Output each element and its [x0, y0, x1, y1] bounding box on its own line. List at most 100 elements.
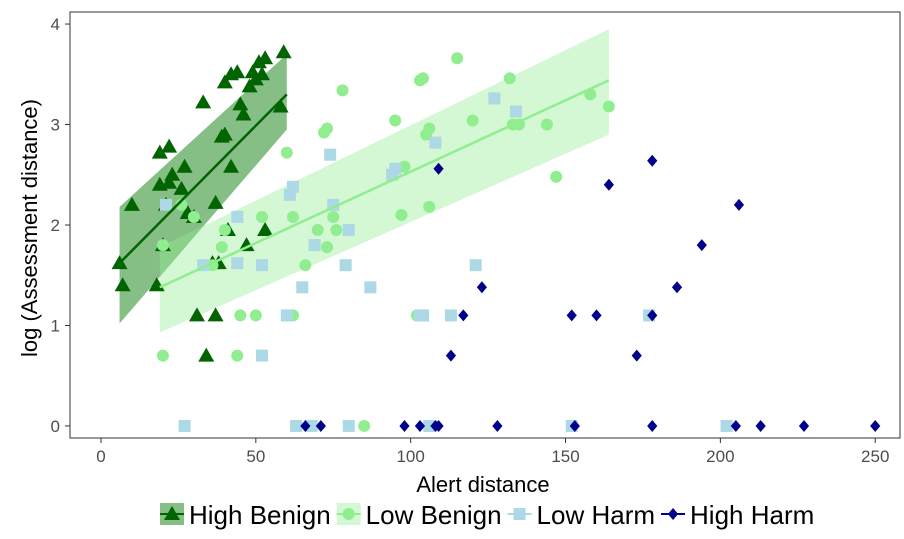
data-point	[231, 349, 244, 362]
data-point	[207, 194, 224, 209]
data-point	[164, 166, 181, 181]
data-point	[215, 241, 228, 254]
y-tick-label: 2	[51, 216, 60, 235]
x-tick-label: 0	[96, 447, 105, 466]
data-point	[280, 146, 293, 159]
data-point	[188, 307, 205, 322]
data-point	[445, 349, 457, 362]
legend-item: Low Harm	[507, 500, 655, 530]
y-tick-label: 4	[51, 15, 60, 34]
data-point	[798, 419, 810, 432]
data-point	[300, 419, 311, 432]
data-point	[161, 174, 178, 189]
data-point	[647, 154, 658, 167]
series-points	[156, 52, 615, 432]
data-point	[238, 237, 255, 252]
data-point	[389, 114, 402, 127]
data-point	[315, 419, 326, 432]
legend-label: High Harm	[690, 500, 814, 530]
y-axis-title: log (Assessment distance)	[17, 99, 42, 357]
data-point	[114, 277, 131, 292]
y-tick-label: 0	[51, 417, 60, 436]
data-point	[173, 180, 190, 195]
data-point	[216, 74, 233, 89]
data-point	[311, 224, 324, 237]
data-point	[755, 419, 766, 432]
data-point	[308, 239, 321, 252]
data-point	[156, 239, 169, 252]
data-point	[458, 309, 469, 322]
data-point	[647, 309, 658, 322]
data-point	[327, 210, 340, 223]
data-point	[178, 419, 191, 432]
data-point	[451, 52, 464, 65]
legend-label: Low Benign	[366, 500, 502, 530]
data-point	[342, 224, 355, 237]
data-point	[216, 126, 233, 141]
data-point	[256, 349, 269, 362]
data-point	[187, 210, 200, 223]
data-point	[207, 307, 224, 322]
plot-area	[69, 11, 901, 439]
data-point	[257, 50, 274, 65]
data-point	[364, 281, 377, 294]
data-point	[423, 200, 436, 213]
legend-label: Low Harm	[537, 500, 655, 530]
data-point	[321, 241, 334, 254]
trend-lines	[118, 79, 610, 289]
data-point	[232, 96, 249, 111]
x-axis-title: Alert distance	[416, 472, 549, 497]
data-point	[296, 281, 309, 294]
y-axis: 0 1 2 3 4	[51, 15, 70, 436]
series-points	[300, 154, 881, 432]
series-points	[160, 92, 733, 432]
data-point	[602, 100, 615, 113]
data-point	[123, 196, 140, 211]
data-point	[433, 162, 444, 175]
data-point	[414, 419, 426, 432]
trend-line	[159, 79, 610, 289]
data-point	[176, 158, 193, 173]
data-point	[631, 349, 642, 362]
data-point	[280, 309, 293, 322]
data-point	[336, 84, 349, 97]
legend-key-marker	[667, 508, 679, 520]
data-point	[342, 419, 355, 432]
data-point	[324, 148, 337, 161]
y-tick-label: 3	[51, 116, 60, 135]
data-point	[257, 222, 274, 237]
legend-key-marker	[164, 506, 180, 520]
data-point	[156, 349, 169, 362]
confidence-ribbon	[159, 29, 609, 333]
data-point	[476, 281, 488, 294]
data-point	[275, 44, 292, 59]
data-point	[160, 198, 173, 211]
data-point	[249, 309, 262, 322]
data-point	[395, 208, 408, 221]
data-point	[223, 158, 240, 173]
x-tick-label: 200	[706, 447, 734, 466]
data-point	[671, 281, 683, 294]
x-tick-label: 100	[396, 447, 424, 466]
data-point	[550, 170, 563, 183]
data-point	[161, 138, 178, 153]
legend: High Benign Low Benign Low Harm High Harm	[160, 500, 814, 530]
data-point	[492, 419, 503, 432]
data-point	[398, 160, 411, 173]
x-tick-label: 150	[551, 447, 579, 466]
data-point	[272, 98, 289, 113]
data-point	[569, 419, 580, 432]
legend-key-marker	[342, 508, 355, 520]
data-point	[330, 224, 343, 237]
data-point	[720, 419, 733, 432]
data-point	[423, 122, 436, 135]
legend-label: High Benign	[189, 500, 331, 530]
data-point	[198, 347, 215, 362]
data-point	[358, 419, 371, 432]
data-point	[647, 419, 658, 432]
data-point	[417, 309, 430, 322]
data-point	[730, 419, 741, 432]
legend-item: High Benign	[160, 500, 331, 530]
data-point	[229, 64, 246, 79]
